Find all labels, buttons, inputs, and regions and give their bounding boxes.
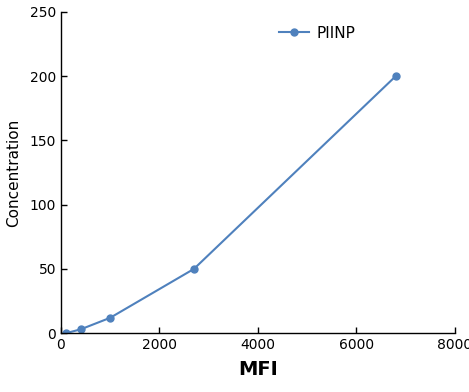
X-axis label: MFI: MFI (238, 360, 278, 379)
PIINP (191, 267, 197, 271)
Legend: PIINP: PIINP (279, 26, 356, 41)
Line: PIINP: PIINP (62, 73, 399, 337)
PIINP (393, 74, 399, 78)
PIINP (107, 316, 113, 320)
PIINP (63, 331, 68, 336)
Y-axis label: Concentration: Concentration (7, 118, 22, 227)
PIINP (78, 327, 83, 332)
